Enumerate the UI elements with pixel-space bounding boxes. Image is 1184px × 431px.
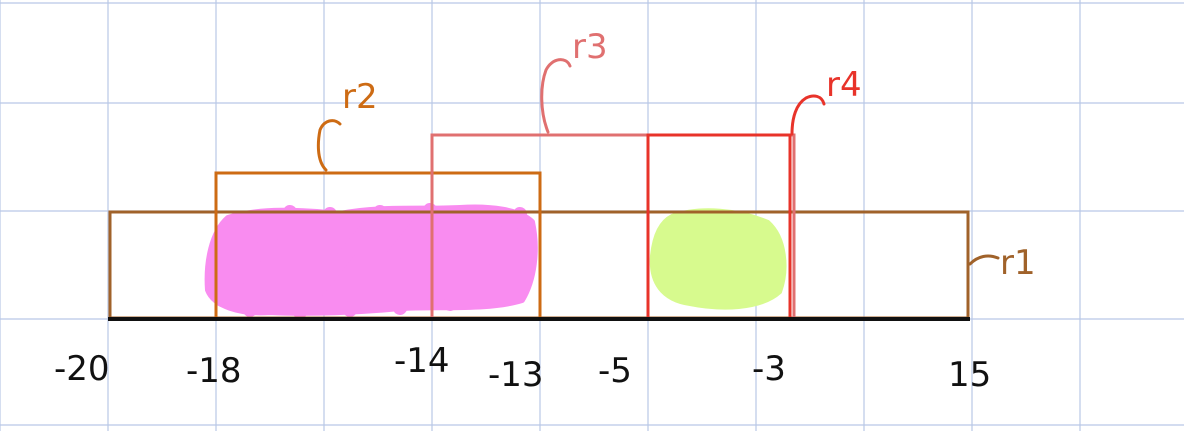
label-r4: r4 <box>826 65 862 105</box>
pink-scribble-strokes <box>215 203 527 319</box>
r1-connector <box>968 254 1000 266</box>
tick-label-minus-18: -18 <box>186 351 242 391</box>
r2-connector <box>316 119 342 172</box>
label-r3: r3 <box>572 27 608 67</box>
range-r2-bracket <box>214 171 542 318</box>
r4-connector <box>790 94 826 136</box>
label-r1: r1 <box>1000 243 1036 283</box>
tick-label-minus-20: -20 <box>54 349 110 389</box>
range-r4-bracket <box>646 133 792 318</box>
r3-connector <box>540 58 572 134</box>
tick-label-minus-13: -13 <box>488 355 544 395</box>
tick-label-minus-3: -3 <box>752 349 786 389</box>
tick-label-minus-14: -14 <box>394 341 450 381</box>
tick-label-minus-5: -5 <box>598 351 632 391</box>
green-blob-fill <box>649 208 787 310</box>
range-r3-bracket <box>430 133 796 318</box>
tick-label-15: 15 <box>948 355 991 395</box>
label-r2: r2 <box>342 77 378 117</box>
